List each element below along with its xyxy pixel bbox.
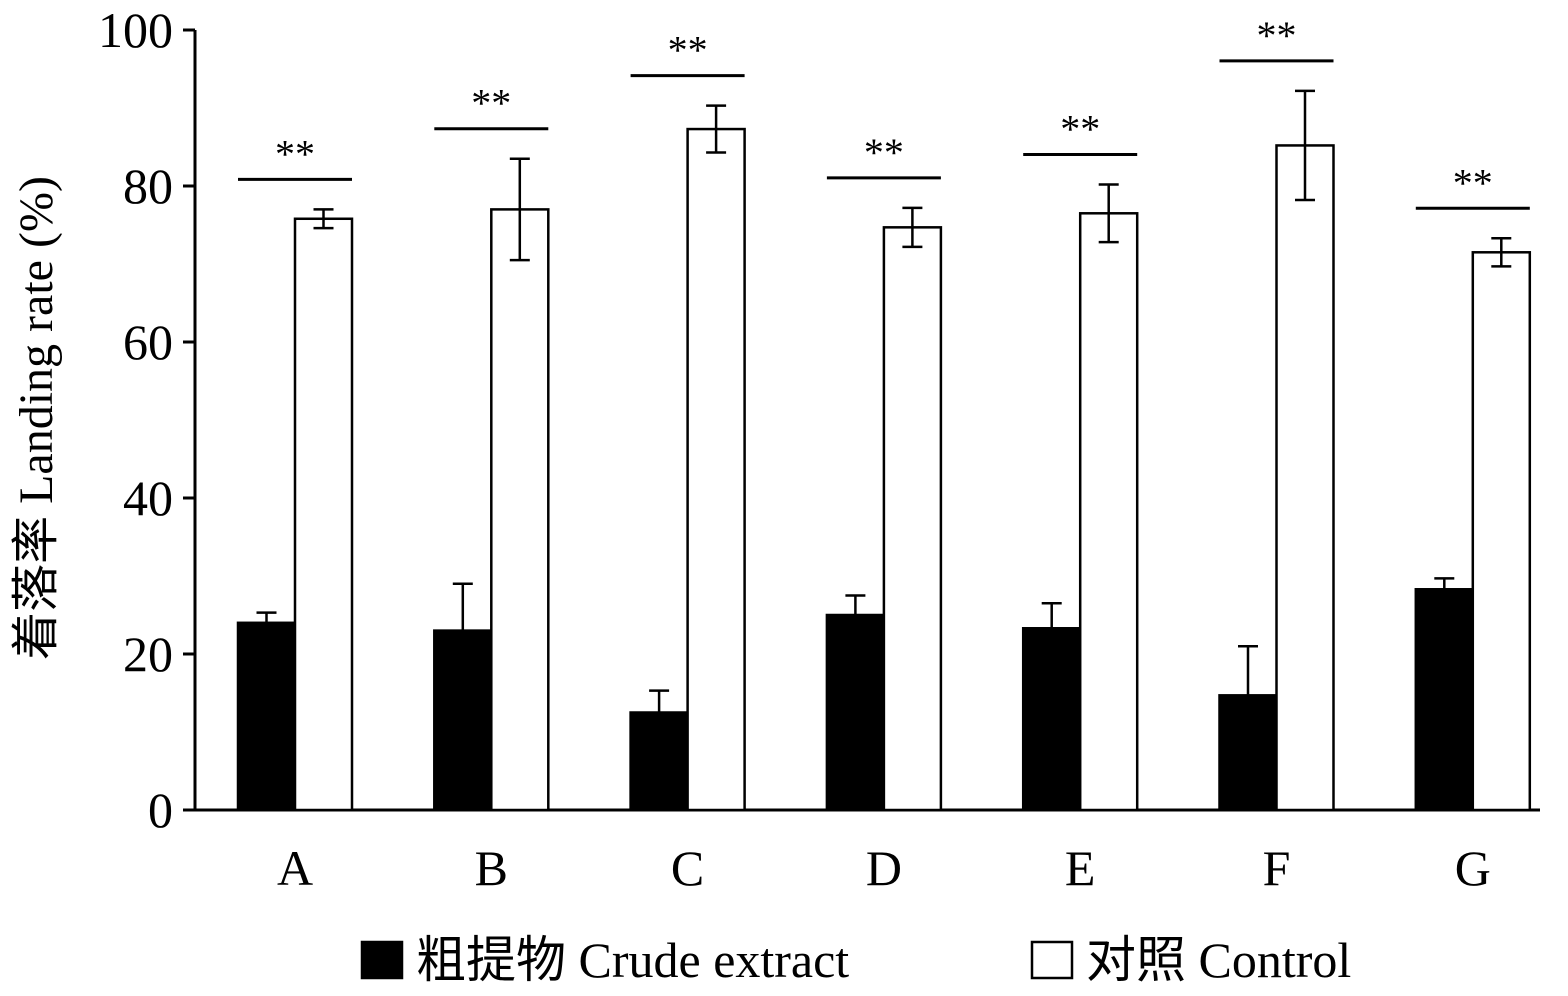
legend-swatch-control: [1030, 940, 1074, 980]
y-tick-label: 40: [123, 470, 173, 526]
significance-label: **: [1060, 106, 1100, 151]
legend-label-control: 对照 Control: [1086, 932, 1351, 988]
bar-crude-extract: [236, 621, 297, 812]
x-category-label: G: [1455, 840, 1491, 896]
y-tick-label: 60: [123, 314, 173, 370]
bar-control: [490, 208, 550, 812]
y-tick-label: 100: [98, 2, 173, 58]
x-category-label: C: [671, 840, 704, 896]
legend: 粗提物 Crude extract 对照 Control: [360, 932, 1351, 988]
bar-control: [1078, 212, 1139, 812]
significance-label: **: [1257, 13, 1297, 58]
bar-crude-extract: [1414, 588, 1475, 812]
significance-label: **: [471, 81, 511, 126]
bar-control: [686, 127, 746, 812]
bar-control: [293, 217, 354, 812]
x-category-label: B: [475, 840, 508, 896]
bar-control: [882, 226, 943, 812]
x-category-label: F: [1263, 840, 1291, 896]
y-tick-label: 0: [148, 782, 173, 838]
x-category-label: A: [277, 840, 313, 896]
x-category-label: D: [866, 840, 902, 896]
plot-area: 0 20 40 60 80 100 ** A ** B ** C ** D ** E ** F ** G: [98, 2, 1540, 896]
y-axis-title: 着落率 Landing rate (%): [10, 176, 63, 660]
significance-label: **: [275, 131, 315, 176]
significance-label: **: [864, 130, 904, 175]
x-category-label: E: [1065, 840, 1096, 896]
legend-label-crude-extract: 粗提物 Crude extract: [416, 932, 849, 988]
significance-label: **: [668, 28, 708, 73]
bar-crude-extract: [1021, 627, 1082, 812]
y-tick-label: 20: [123, 626, 173, 682]
legend-swatch-crude-extract: [360, 940, 404, 980]
bar-control: [1275, 144, 1335, 812]
significance-label: **: [1453, 160, 1493, 205]
bar-crude-extract: [825, 613, 886, 812]
bar-control: [1471, 251, 1532, 812]
y-tick-label: 80: [123, 158, 173, 214]
